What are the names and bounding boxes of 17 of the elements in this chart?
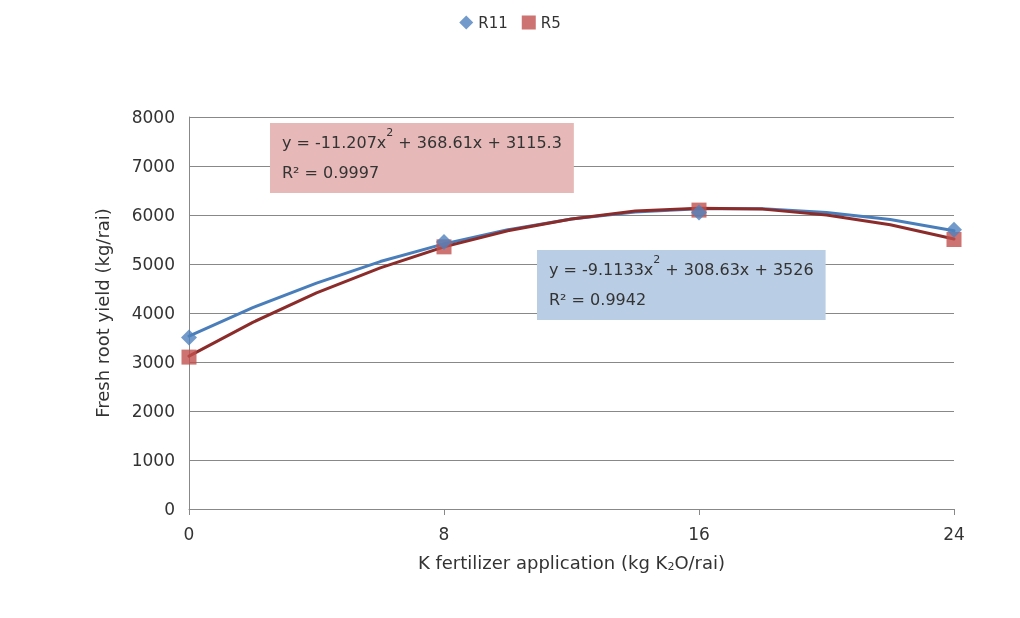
x-tick-label: 0	[183, 523, 195, 544]
legend-label: R5	[540, 13, 561, 32]
x-tick-label: 24	[943, 523, 965, 544]
y-axis-title: Fresh root yield (kg/rai)	[91, 208, 113, 418]
x-tick-label: 16	[688, 523, 710, 544]
y-tick-label: 8000	[131, 107, 175, 127]
y-tick-label: 7000	[131, 156, 175, 176]
y-tick-label: 6000	[131, 205, 175, 225]
y-tick-label: 3000	[131, 352, 175, 372]
y-tick-label: 0	[164, 499, 175, 519]
y-tick-label: 2000	[131, 401, 175, 421]
y-tick-label: 5000	[131, 254, 175, 274]
y-tick-label: 4000	[131, 303, 175, 323]
x-tick-label: 8	[438, 523, 450, 544]
legend-label: R11	[478, 13, 508, 32]
x-axis-title: K fertilizer application (kg K2O/rai)	[417, 552, 726, 573]
y-tick-label: 1000	[131, 450, 175, 470]
